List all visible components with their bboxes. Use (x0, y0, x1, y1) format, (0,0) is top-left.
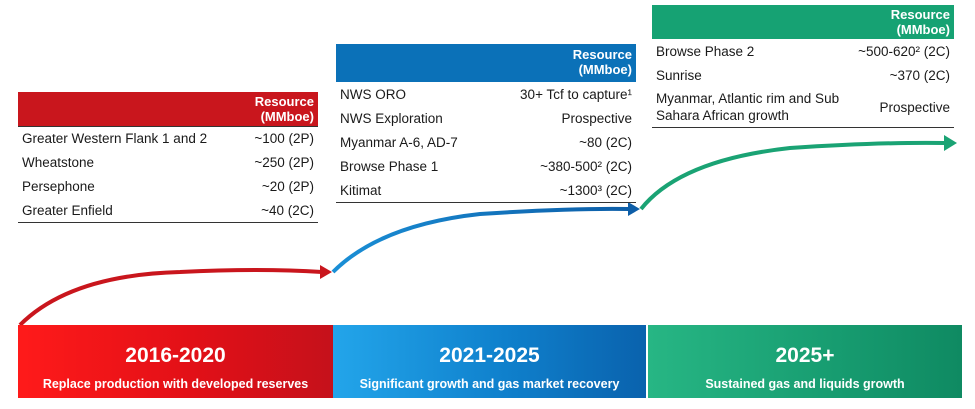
resource-header-line1: Resource (254, 94, 314, 109)
resource-value: ~1300³ (2C) (559, 182, 632, 198)
resource-header-line2: (MMboe) (896, 22, 950, 37)
resource-row: Greater Enfield ~40 (2C) (18, 198, 318, 222)
resource-value: 30+ Tcf to capture¹ (520, 86, 632, 102)
growth-arrow-blue-segment (331, 206, 631, 274)
stage-2021-2025: 2021-2025 Significant growth and gas mar… (333, 325, 646, 398)
resource-value: ~40 (2C) (261, 202, 314, 218)
resource-row: Kitimat ~1300³ (2C) (336, 178, 636, 202)
stage-2025-plus: 2025+ Sustained gas and liquids growth (648, 325, 962, 398)
resource-row: Greater Western Flank 1 and 2 ~100 (2P) (18, 127, 318, 150)
growth-arrow-green-segment (639, 140, 946, 211)
resource-row: NWS Exploration Prospective (336, 106, 636, 130)
project-name: Greater Enfield (22, 202, 113, 218)
resource-panel-header: Resource (MMboe) (652, 5, 954, 39)
project-name: Myanmar A-6, AD-7 (340, 134, 458, 150)
panel-divider (18, 222, 318, 223)
resource-value: Prospective (879, 99, 950, 115)
project-name: Greater Western Flank 1 and 2 (22, 131, 208, 146)
stage-description: Sustained gas and liquids growth (705, 377, 905, 391)
stage-2016-2020: 2016-2020 Replace production with develo… (18, 325, 333, 398)
growth-arrow-red-head (320, 265, 332, 279)
resource-row: Myanmar A-6, AD-7 ~80 (2C) (336, 130, 636, 154)
resource-value: ~500-620² (2C) (858, 43, 950, 59)
resource-header-line1: Resource (890, 7, 950, 22)
stage-period: 2016-2020 (125, 344, 226, 367)
panel-divider (336, 202, 636, 203)
project-name: Kitimat (340, 182, 382, 198)
resource-panel-header: Resource (MMboe) (18, 92, 318, 126)
stage-description: Replace production with developed reserv… (42, 377, 309, 391)
resource-header-line1: Resource (572, 47, 632, 62)
growth-arrow-red-segment (18, 268, 323, 327)
project-name: Myanmar, Atlantic rim and Sub Sahara Afr… (656, 91, 840, 123)
stage-period: 2025+ (775, 344, 835, 367)
project-name: NWS ORO (340, 86, 406, 102)
project-name: Browse Phase 2 (656, 43, 755, 59)
resource-panel-2021-2025: Resource (MMboe) NWS ORO 30+ Tcf to capt… (336, 44, 636, 203)
growth-arrow-blue-head (628, 202, 640, 216)
stage-description: Significant growth and gas market recove… (359, 377, 620, 391)
resource-panel-header: Resource (MMboe) (336, 44, 636, 82)
resource-row: Persephone ~20 (2P) (18, 174, 318, 198)
project-name: Sunrise (656, 67, 702, 83)
panel-divider (652, 127, 954, 128)
resource-value: ~80 (2C) (579, 134, 632, 150)
project-name: Browse Phase 1 (340, 158, 439, 174)
project-name: Wheatstone (22, 154, 95, 170)
resource-value: ~380-500² (2C) (540, 158, 632, 174)
resource-value: ~370 (2C) (889, 67, 950, 83)
resource-row: Browse Phase 2 ~500-620² (2C) (652, 39, 954, 63)
resource-panel-2025-plus: Resource (MMboe) Browse Phase 2 ~500-620… (652, 5, 954, 128)
resource-header-line2: (MMboe) (578, 62, 632, 77)
resource-value: ~100 (2P) (254, 131, 314, 146)
resource-value: Prospective (561, 110, 632, 126)
resource-row: Sunrise ~370 (2C) (652, 63, 954, 87)
project-name: NWS Exploration (340, 110, 443, 126)
resource-panel-2016-2020: Resource (MMboe) Greater Western Flank 1… (18, 92, 318, 223)
stage-period: 2021-2025 (439, 344, 540, 367)
resource-header-line2: (MMboe) (260, 109, 314, 124)
panel-divider (18, 126, 318, 127)
resource-row: Browse Phase 1 ~380-500² (2C) (336, 154, 636, 178)
resource-row: NWS ORO 30+ Tcf to capture¹ (336, 82, 636, 106)
resource-row: Myanmar, Atlantic rim and Sub Sahara Afr… (652, 87, 954, 127)
resource-row: Wheatstone ~250 (2P) (18, 150, 318, 174)
project-name: Persephone (22, 178, 95, 194)
growth-arrow-green-head (944, 135, 957, 151)
resource-value: ~20 (2P) (261, 178, 314, 194)
resource-value: ~250 (2P) (254, 154, 314, 170)
